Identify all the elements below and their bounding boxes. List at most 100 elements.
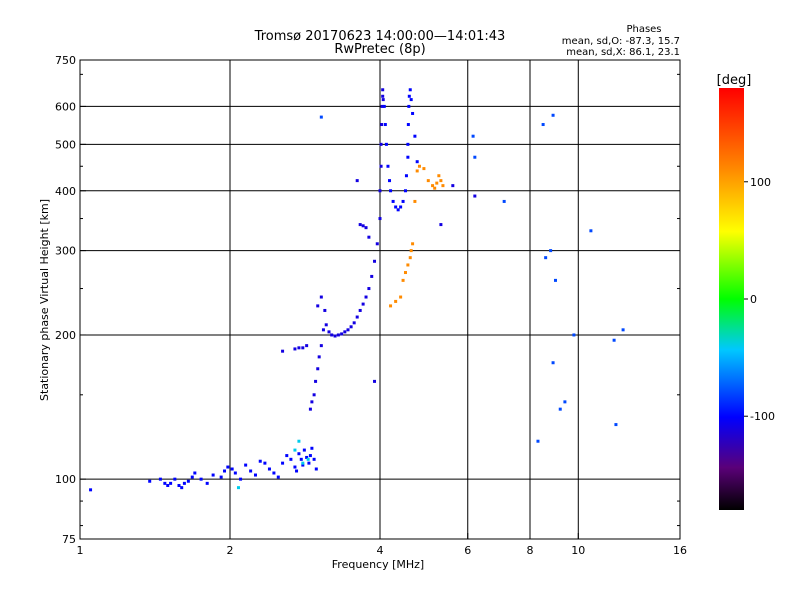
colorbar-tick-label: 0 <box>750 293 757 306</box>
data-point <box>386 164 390 168</box>
data-point <box>163 481 167 485</box>
data-points <box>89 88 625 492</box>
y-tick-label: 750 <box>55 54 76 67</box>
data-point <box>223 469 227 473</box>
data-point <box>553 278 557 282</box>
phases-label: Phases <box>626 24 661 35</box>
data-point <box>314 467 318 471</box>
data-point <box>272 471 276 475</box>
data-point <box>422 167 426 171</box>
data-point <box>473 155 477 159</box>
x-axis-ticks: 1 2 4 6 8 10 16 <box>77 533 687 557</box>
data-point <box>199 477 203 481</box>
data-point <box>502 199 506 203</box>
data-point <box>361 224 365 228</box>
data-point <box>413 199 417 203</box>
data-point <box>381 88 385 92</box>
data-point <box>558 407 562 411</box>
colorbar-label: [deg] <box>717 73 752 88</box>
data-point <box>426 179 430 183</box>
data-point <box>336 333 340 337</box>
colorbar-tick-label: -100 <box>750 410 775 423</box>
data-point <box>358 308 362 312</box>
chart-title: Tromsø 20170623 14:00:00—14:01:43 <box>254 29 506 44</box>
data-point <box>316 304 320 308</box>
data-point <box>281 349 285 353</box>
data-point <box>451 184 455 188</box>
data-point <box>563 400 567 404</box>
data-point <box>589 229 593 233</box>
data-point <box>312 457 316 461</box>
data-point <box>612 338 616 342</box>
data-point <box>549 249 553 253</box>
phases-o-stats: mean, sd,O: -87.3, 15.7 <box>562 36 680 47</box>
phases-x-stats: mean, sd,X: 86.1, 23.1 <box>566 47 680 58</box>
data-point <box>381 94 385 98</box>
y-axis-label: Stationary phase Virtual Height [km] <box>38 199 51 401</box>
data-point <box>182 481 186 485</box>
data-point <box>437 174 441 178</box>
data-point <box>409 249 413 253</box>
data-point <box>295 469 299 473</box>
data-point <box>380 123 384 127</box>
data-point <box>302 448 306 452</box>
data-point <box>173 477 177 481</box>
data-point <box>396 208 400 212</box>
data-point <box>180 486 184 490</box>
data-point <box>383 123 387 127</box>
y-tick-label: 400 <box>55 185 76 198</box>
data-point <box>382 104 386 108</box>
data-point <box>384 142 388 146</box>
data-point <box>158 477 162 481</box>
data-point <box>380 104 384 108</box>
data-point <box>327 330 331 334</box>
data-point <box>249 469 253 473</box>
data-point <box>411 242 415 246</box>
data-point <box>415 169 419 173</box>
x-tick-label: 10 <box>571 544 585 557</box>
data-point <box>285 454 289 458</box>
data-point <box>621 328 625 332</box>
data-point <box>406 155 410 159</box>
data-point <box>375 242 379 246</box>
data-point <box>401 278 405 282</box>
data-point <box>473 194 477 198</box>
data-point <box>471 134 475 138</box>
data-point <box>439 223 443 227</box>
data-point <box>355 179 359 183</box>
data-point <box>276 475 280 479</box>
data-point <box>379 142 383 146</box>
data-point <box>205 481 209 485</box>
data-point <box>349 325 353 329</box>
data-point <box>401 199 405 203</box>
data-point <box>321 328 325 332</box>
data-point <box>355 315 359 319</box>
data-point <box>408 88 412 92</box>
data-point <box>319 115 323 119</box>
data-point <box>367 235 371 239</box>
data-point <box>310 400 314 404</box>
data-point <box>193 471 197 475</box>
data-point <box>346 328 350 332</box>
data-point <box>301 463 305 467</box>
data-point <box>388 179 392 183</box>
data-point <box>293 347 297 351</box>
data-point <box>281 461 285 465</box>
data-point <box>407 94 411 98</box>
data-point <box>190 475 194 479</box>
data-point <box>358 223 362 227</box>
data-point <box>314 379 318 383</box>
x-tick-label: 16 <box>673 544 687 557</box>
y-tick-label: 500 <box>55 138 76 151</box>
data-point <box>258 459 262 463</box>
data-point <box>301 346 305 350</box>
data-point <box>267 467 271 471</box>
data-point <box>316 367 320 371</box>
data-point <box>244 463 248 467</box>
data-point <box>433 186 437 190</box>
data-point <box>236 486 240 490</box>
chart-subtitle: RwPretec (8p) <box>334 42 425 57</box>
data-point <box>239 477 243 481</box>
data-point <box>299 457 303 461</box>
data-point <box>407 104 411 108</box>
